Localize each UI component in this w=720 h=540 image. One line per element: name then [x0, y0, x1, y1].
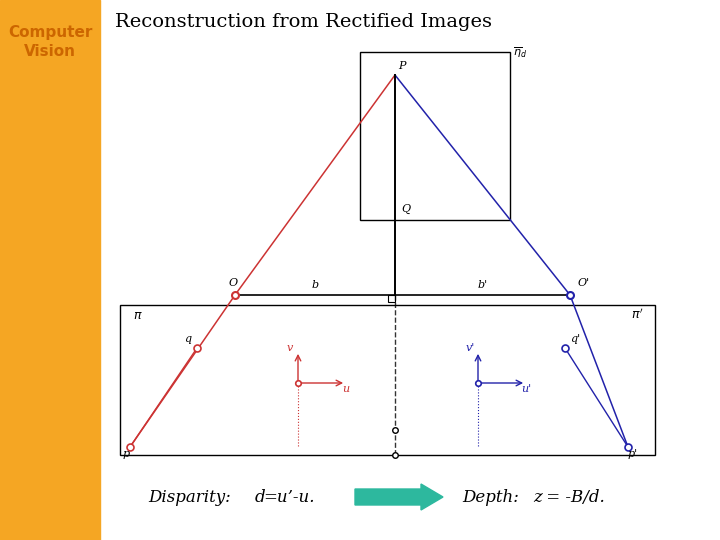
Text: v: v — [287, 343, 293, 353]
Text: p: p — [122, 449, 130, 459]
Text: Computer: Computer — [8, 24, 92, 39]
Text: Disparity:: Disparity: — [148, 489, 236, 505]
Text: z: z — [533, 489, 541, 505]
Text: Vision: Vision — [24, 44, 76, 59]
Bar — [360, 52, 510, 220]
Text: O': O' — [578, 278, 590, 288]
Text: u': u' — [521, 384, 531, 394]
Text: d: d — [255, 489, 266, 505]
Text: $\pi'$: $\pi'$ — [631, 307, 643, 322]
Bar — [0, 0, 100, 540]
Text: q': q' — [570, 334, 580, 344]
Text: Reconstruction from Rectified Images: Reconstruction from Rectified Images — [115, 13, 492, 31]
Text: P: P — [398, 61, 405, 71]
Text: Q: Q — [401, 204, 410, 214]
Text: u: u — [343, 384, 350, 394]
Bar — [388, 295, 395, 302]
Text: p': p' — [628, 449, 638, 459]
Text: Depth:: Depth: — [462, 489, 524, 505]
Text: =u’-u.: =u’-u. — [263, 489, 315, 505]
FancyArrow shape — [355, 484, 443, 510]
Text: b: b — [312, 280, 318, 290]
Text: O: O — [228, 278, 238, 288]
Text: v': v' — [465, 343, 474, 353]
Bar — [120, 305, 655, 455]
Text: = -B/d.: = -B/d. — [541, 489, 605, 505]
Text: $\overline{\eta}_d$: $\overline{\eta}_d$ — [513, 45, 527, 60]
Text: $\pi$: $\pi$ — [133, 309, 143, 322]
Text: b': b' — [477, 280, 487, 290]
Text: q: q — [184, 334, 191, 344]
